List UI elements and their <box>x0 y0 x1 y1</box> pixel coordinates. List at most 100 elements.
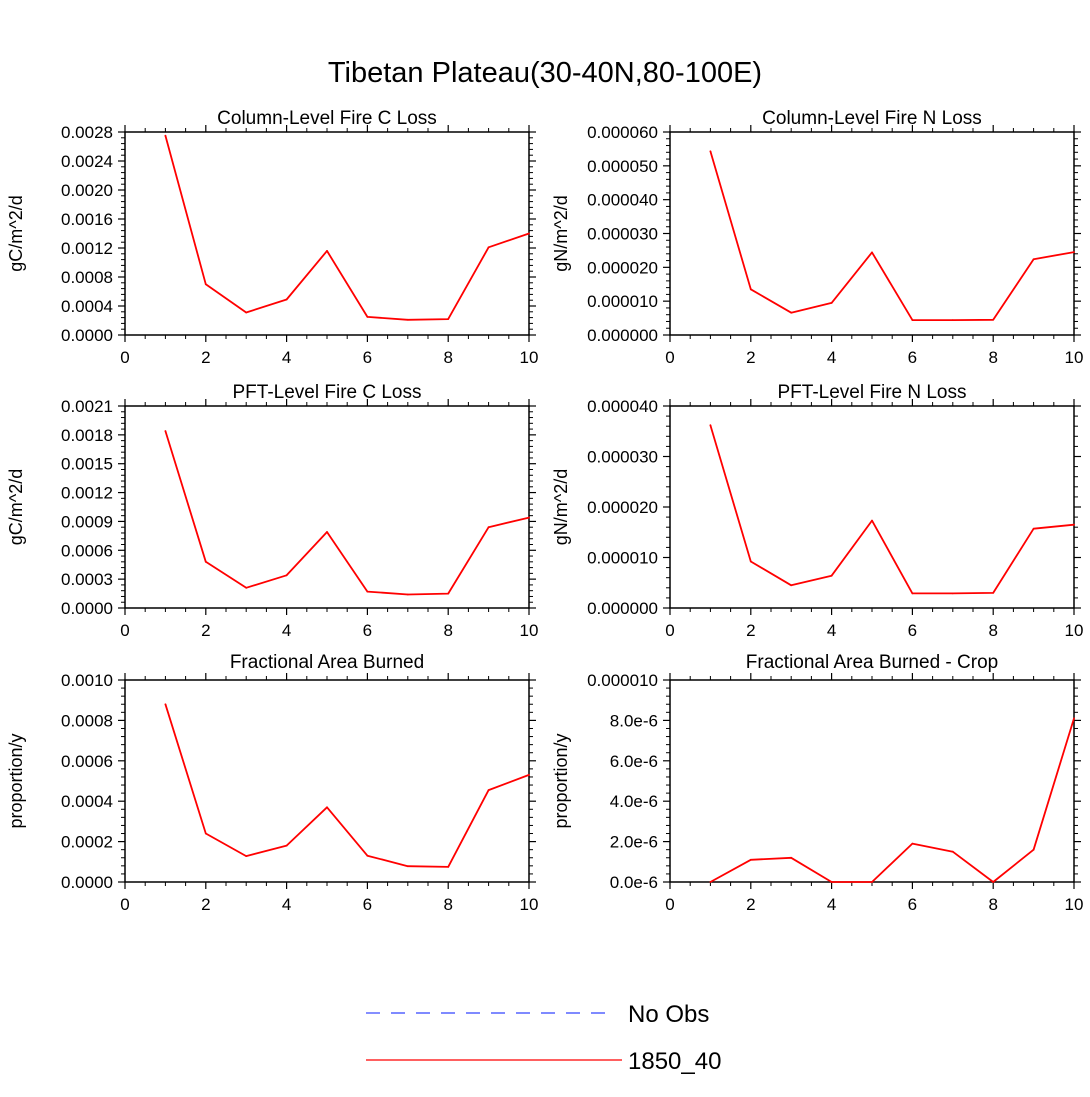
data-point <box>326 531 328 533</box>
y-tick-label: 0.0028 <box>61 123 113 142</box>
plot-frame <box>669 131 1075 336</box>
data-point <box>447 865 450 868</box>
y-tick-label: 4.0e-6 <box>610 792 658 811</box>
panel-pft-level-fire-c-loss: 0 2 4 6 8 10 0.0000 0.0003 0.0006 0.0009 0.0012 0.0… <box>6 382 538 640</box>
y-axis-label: proportion/y <box>551 733 571 828</box>
x-tick-label: 10 <box>520 348 539 367</box>
data-point <box>447 318 450 320</box>
x-tick-label: 0 <box>120 895 129 914</box>
data-point <box>911 319 914 322</box>
y-tick-label: 8.0e-6 <box>610 711 658 730</box>
data-point <box>709 424 712 427</box>
plot-frame <box>124 405 530 609</box>
x-tick-label: 4 <box>827 621 836 640</box>
data-point <box>709 150 712 153</box>
y-axis-label: gC/m^2/d <box>6 469 26 545</box>
x-tick-label: 10 <box>1065 895 1084 914</box>
legend-label-no-obs: No Obs <box>628 1001 709 1028</box>
plot-frame <box>669 405 1075 609</box>
y-tick-label: 0.0000 <box>61 873 113 892</box>
data-point <box>911 592 914 595</box>
y-tick-label: 0.000010 <box>587 549 658 568</box>
legend-label-1850-40: 1850_40 <box>628 1048 721 1075</box>
data-point <box>406 593 409 596</box>
data-point <box>164 430 167 432</box>
y-tick-label: 0.0012 <box>61 484 113 503</box>
panel-column-level-fire-n-loss: 0 2 4 6 8 10 0.000000 0.000010 0.000020 0.000030 0… <box>551 108 1083 367</box>
y-tick-label: 0.000020 <box>587 258 658 277</box>
y-tick-label: 6.0e-6 <box>610 752 658 771</box>
x-tick-label: 10 <box>1065 348 1084 367</box>
panel-title: PFT-Level Fire N Loss <box>778 382 967 403</box>
x-tick-label: 4 <box>827 895 836 914</box>
panel-title: Fractional Area Burned <box>230 652 424 673</box>
data-point <box>709 881 712 883</box>
data-point <box>749 858 752 861</box>
data-point <box>204 560 207 563</box>
data-point <box>790 311 793 314</box>
data-point <box>528 774 530 776</box>
y-tick-label: 0.0008 <box>61 711 113 730</box>
y-tick-label: 0.0004 <box>61 792 113 811</box>
y-tick-label: 0.000050 <box>587 157 658 176</box>
data-point <box>406 865 409 868</box>
data-point <box>951 850 954 853</box>
y-tick-label: 0.000040 <box>587 397 658 416</box>
data-point <box>487 246 490 249</box>
y-tick-label: 0.0004 <box>61 297 113 316</box>
panel-title: PFT-Level Fire C Loss <box>233 382 422 403</box>
x-tick-label: 0 <box>665 348 674 367</box>
series-line-1850-40 <box>709 424 1075 595</box>
data-point <box>204 832 207 835</box>
data-point <box>1032 848 1035 851</box>
data-point <box>285 844 288 847</box>
x-tick-label: 6 <box>908 895 917 914</box>
x-tick-label: 2 <box>746 895 755 914</box>
data-point <box>366 590 369 593</box>
data-point <box>245 311 248 314</box>
panel-title: Fractional Area Burned - Crop <box>746 652 998 673</box>
plot-frame <box>124 679 530 883</box>
y-tick-label: 0.0024 <box>61 152 113 171</box>
y-axis-label: proportion/y <box>6 733 26 828</box>
series-line-1850-40 <box>164 703 530 868</box>
panel-fractional-area-burned: 0 2 4 6 8 10 0.0000 0.0002 0.0004 0.0006 0.0008 0.0… <box>6 652 538 914</box>
data-point <box>366 854 369 857</box>
y-tick-label: 0.0015 <box>61 455 113 474</box>
x-tick-label: 4 <box>282 621 291 640</box>
x-tick-label: 6 <box>363 348 372 367</box>
panel-title: Column-Level Fire C Loss <box>217 108 437 129</box>
x-tick-label: 0 <box>120 348 129 367</box>
x-tick-label: 2 <box>201 621 210 640</box>
y-tick-label: 0.0018 <box>61 426 113 445</box>
x-tick-label: 2 <box>201 348 210 367</box>
data-point <box>992 318 995 321</box>
x-tick-label: 10 <box>520 895 539 914</box>
series-line-1850-40 <box>709 151 1075 322</box>
x-tick-label: 0 <box>665 895 674 914</box>
panel-pft-level-fire-n-loss: 0 2 4 6 8 10 0.000000 0.000010 0.000020 0.000030 0… <box>551 382 1083 640</box>
data-point <box>992 881 995 883</box>
x-tick-label: 8 <box>443 895 452 914</box>
y-tick-label: 0.0002 <box>61 833 113 852</box>
data-point <box>1032 527 1035 530</box>
y-tick-label: 0.000030 <box>587 448 658 467</box>
panels-group: 0 2 4 6 8 10 0.0000 0.0004 0.0008 0.0012 0.0016 0.0… <box>6 108 1083 914</box>
x-tick-label: 0 <box>665 621 674 640</box>
data-point <box>1032 258 1035 261</box>
data-point <box>204 283 207 286</box>
data-point <box>326 806 328 809</box>
data-point <box>528 516 530 519</box>
data-point <box>487 526 490 529</box>
x-tick-label: 8 <box>988 895 997 914</box>
data-point <box>790 584 793 587</box>
y-tick-label: 0.000000 <box>587 599 658 618</box>
y-tick-label: 0.0003 <box>61 570 113 589</box>
data-point <box>911 842 914 845</box>
plot-frame <box>669 679 1075 883</box>
data-point <box>164 134 167 137</box>
y-tick-label: 0.000030 <box>587 225 658 244</box>
panel-title: Column-Level Fire N Loss <box>762 108 982 129</box>
data-point <box>1073 523 1075 526</box>
series-line-1850-40 <box>709 718 1075 883</box>
